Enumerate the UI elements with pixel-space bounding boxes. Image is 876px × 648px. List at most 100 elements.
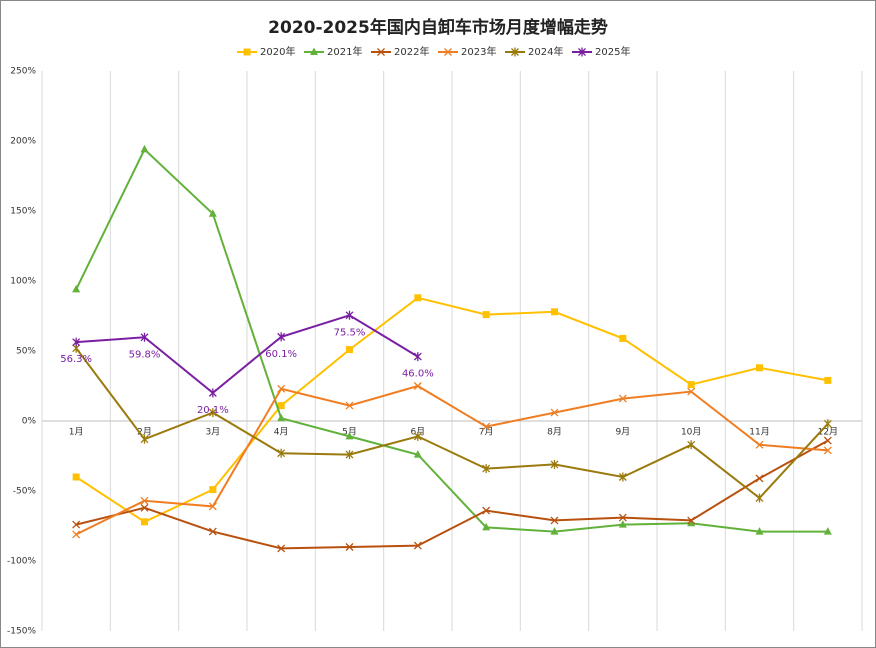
marker xyxy=(345,310,354,320)
marker xyxy=(310,47,318,55)
x-tick-label: 11月 xyxy=(749,427,769,438)
marker xyxy=(687,387,696,396)
marker xyxy=(755,474,764,483)
y-tick-label: -50% xyxy=(13,487,37,497)
series-line xyxy=(75,296,829,523)
marker xyxy=(140,144,149,153)
y-tick-label: 0% xyxy=(22,417,37,427)
legend-item: 2023年 xyxy=(438,45,496,58)
marker xyxy=(413,450,422,458)
marker xyxy=(687,516,696,525)
x-tick-label: 1月 xyxy=(69,427,84,438)
marker xyxy=(618,472,627,482)
marker xyxy=(618,394,627,403)
marker xyxy=(277,384,286,393)
marker xyxy=(72,473,80,481)
y-tick-label: -100% xyxy=(7,557,36,567)
y-tick-label: 250% xyxy=(10,67,36,77)
x-tick-label: 9月 xyxy=(615,427,630,438)
series-line xyxy=(75,147,828,533)
marker xyxy=(413,541,422,550)
marker xyxy=(413,431,422,441)
y-tick-label: 50% xyxy=(16,347,36,357)
chart-title: 2020-2025年国内自卸车市场月度增幅走势 xyxy=(268,17,608,38)
marker xyxy=(755,440,764,449)
marker xyxy=(243,48,251,56)
marker xyxy=(277,402,285,410)
series-line xyxy=(75,347,829,500)
legend-item: 2024年 xyxy=(505,45,563,58)
marker xyxy=(140,434,149,444)
marker xyxy=(345,450,354,460)
x-tick-label: 8月 xyxy=(547,427,562,438)
marker xyxy=(824,376,832,384)
legend-item: 2025年 xyxy=(572,45,630,58)
legend-item: 2022年 xyxy=(371,45,429,58)
data-label: 46.0% xyxy=(402,369,434,380)
marker xyxy=(413,382,422,390)
y-tick-label: 150% xyxy=(10,207,36,217)
x-tick-label: 12月 xyxy=(818,427,838,438)
legend-label: 2024年 xyxy=(528,45,563,58)
marker xyxy=(823,527,832,535)
legend-item: 2020年 xyxy=(237,45,295,58)
marker xyxy=(482,311,490,319)
legend-label: 2022年 xyxy=(394,45,429,58)
marker xyxy=(511,47,519,57)
marker xyxy=(208,209,217,217)
marker xyxy=(140,503,149,512)
x-tick-label: 2月 xyxy=(137,427,152,438)
legend-label: 2023年 xyxy=(461,45,496,58)
marker xyxy=(277,332,286,342)
marker xyxy=(755,493,764,503)
marker xyxy=(277,448,286,458)
marker xyxy=(482,522,491,531)
marker xyxy=(482,464,491,474)
marker xyxy=(755,527,764,535)
data-label: 56.3% xyxy=(60,354,92,365)
marker xyxy=(208,502,217,511)
marker xyxy=(72,530,81,539)
marker xyxy=(823,419,832,429)
data-label: 59.8% xyxy=(129,349,161,360)
series-line xyxy=(75,439,829,550)
x-tick-label: 4月 xyxy=(274,427,289,438)
x-tick-label: 10月 xyxy=(681,427,701,438)
marker xyxy=(550,516,559,525)
marker xyxy=(444,48,452,56)
marker xyxy=(277,413,286,422)
y-tick-label: -150% xyxy=(7,627,36,637)
x-tick-label: 7月 xyxy=(479,427,494,438)
marker xyxy=(413,352,422,362)
marker xyxy=(687,381,695,389)
legend-item: 2021年 xyxy=(304,45,362,58)
marker xyxy=(377,48,385,56)
marker xyxy=(209,486,217,494)
marker xyxy=(414,294,422,302)
marker xyxy=(756,364,763,372)
legend-label: 2025年 xyxy=(595,45,630,58)
marker xyxy=(550,527,559,535)
data-label: 60.1% xyxy=(265,349,297,360)
marker xyxy=(618,513,627,522)
marker xyxy=(208,388,217,398)
data-label: 75.5% xyxy=(334,327,366,338)
marker xyxy=(550,459,559,469)
marker xyxy=(140,332,149,342)
marker xyxy=(578,47,586,57)
marker xyxy=(551,308,558,316)
marker xyxy=(345,543,354,551)
marker xyxy=(277,544,286,553)
y-tick-label: 200% xyxy=(10,137,36,147)
marker xyxy=(823,436,832,445)
marker xyxy=(346,346,353,354)
marker xyxy=(72,284,81,293)
marker xyxy=(823,446,832,455)
x-tick-label: 3月 xyxy=(205,427,220,438)
marker xyxy=(208,408,217,418)
series-line xyxy=(76,314,419,395)
marker xyxy=(72,520,81,529)
marker xyxy=(687,440,696,450)
marker xyxy=(345,401,354,410)
